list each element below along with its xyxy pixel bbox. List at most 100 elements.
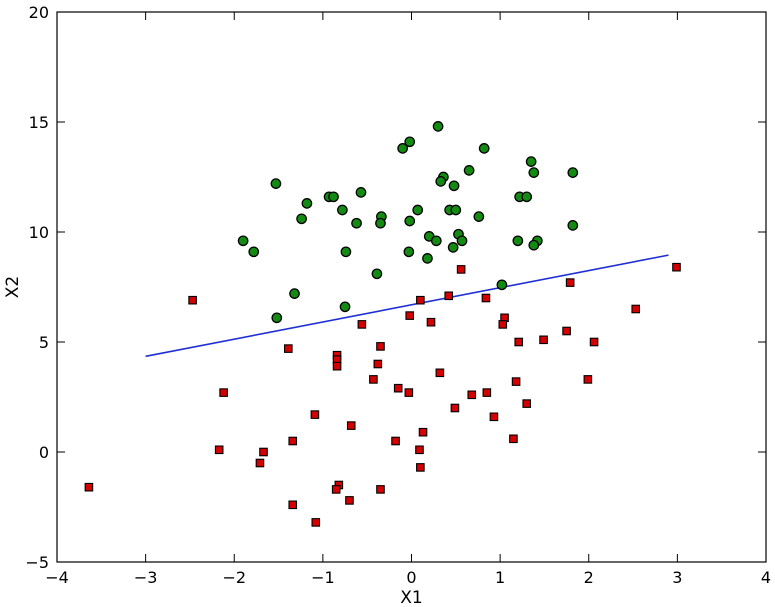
data-point-circle [270, 178, 282, 189]
data-point-circle [271, 312, 283, 324]
data-point-square [444, 291, 454, 301]
data-point-circle [496, 279, 508, 291]
y-tick-label: 20 [29, 3, 49, 22]
plot-content [84, 121, 681, 527]
data-point-square [565, 278, 575, 287]
data-point-circle [528, 239, 540, 251]
data-point-circle [448, 180, 460, 192]
data-point-square [456, 265, 466, 274]
data-point-square [288, 500, 298, 510]
data-point-circle [248, 246, 260, 258]
x-tick-label: 3 [672, 568, 682, 587]
data-point-circle [339, 301, 351, 313]
data-point-circle [567, 167, 579, 178]
data-point-square [259, 447, 268, 457]
data-point-circle [512, 235, 524, 247]
data-point-square [188, 295, 197, 305]
data-point-circle [412, 204, 424, 216]
x-tick-label: −1 [311, 568, 335, 587]
data-point-square [509, 434, 518, 444]
data-point-square [482, 388, 492, 397]
data-point-circle [521, 191, 533, 203]
data-point-circle [296, 213, 307, 225]
data-point-square [376, 342, 385, 351]
data-point-circle [355, 187, 367, 198]
y-tick-label: 5 [39, 333, 49, 352]
data-point-circle [525, 156, 537, 167]
data-point-square [346, 421, 356, 430]
y-tick-label: 0 [39, 443, 49, 462]
data-point-square [311, 518, 321, 527]
data-point-square [332, 361, 342, 371]
y-tick-label: −5 [25, 553, 49, 572]
data-point-circle [337, 204, 348, 216]
data-point-circle [340, 246, 352, 258]
x-tick-label: 1 [495, 568, 505, 587]
data-point-square [310, 410, 320, 419]
data-point-square [288, 436, 298, 446]
x-axis-label: X1 [400, 588, 422, 607]
data-point-square [416, 295, 425, 305]
data-point-square [415, 445, 424, 455]
data-point-circle [371, 268, 383, 280]
data-point-square [331, 485, 341, 494]
data-point-square [404, 388, 414, 397]
data-point-square [357, 320, 367, 329]
data-point-square [435, 368, 445, 378]
data-point-square [522, 399, 532, 408]
data-point-square [498, 320, 508, 329]
x-tick-label: −3 [134, 568, 158, 587]
data-point-circle [528, 167, 540, 178]
data-point-circle [447, 242, 459, 253]
data-point-circle [463, 165, 475, 176]
data-point-square [369, 375, 378, 384]
data-point-circle [435, 176, 447, 187]
data-point-square [583, 375, 593, 384]
data-point-square [672, 262, 681, 272]
x-tick-label: 2 [584, 568, 594, 587]
data-point-square [391, 436, 400, 446]
data-point-circle [478, 143, 490, 154]
data-point-square [84, 482, 94, 492]
data-point-circle [422, 253, 433, 264]
data-point-square [284, 344, 293, 353]
data-point-circle [328, 191, 339, 203]
data-point-square [562, 326, 571, 336]
data-point-circle [404, 215, 416, 227]
data-point-circle [289, 288, 300, 299]
data-point-square [514, 337, 524, 347]
data-point-circle [403, 246, 415, 258]
x-tick-label: 0 [406, 568, 416, 587]
data-point-square [481, 293, 491, 303]
data-point-circle [456, 235, 468, 247]
data-point-square [376, 485, 385, 494]
data-point-circle [473, 211, 485, 222]
separating-line [145, 254, 669, 358]
data-point-circle [375, 217, 386, 229]
data-point-circle [237, 235, 249, 247]
data-point-circle [432, 121, 444, 132]
x-tick-label: −4 [45, 568, 69, 587]
data-point-square [405, 311, 415, 320]
data-point-square [489, 412, 499, 422]
axis-ticks: −4 −3 −2 −1 0 1 2 3 4 −5 0 5 10 15 20 [25, 3, 771, 587]
data-point-circle [397, 143, 408, 154]
y-tick-label: 10 [29, 223, 49, 242]
data-point-square [214, 445, 224, 455]
plot-frame [56, 11, 767, 563]
data-point-square [539, 335, 548, 345]
data-point-circle [301, 198, 313, 209]
data-point-circle [430, 235, 442, 247]
data-point-square [589, 337, 599, 347]
data-point-circle [351, 217, 362, 229]
data-point-square [219, 388, 228, 397]
x-tick-label: −2 [222, 568, 246, 587]
data-point-circle [450, 204, 462, 216]
data-point-square [255, 458, 265, 468]
data-point-square [450, 403, 460, 413]
y-tick-label: 15 [29, 113, 49, 132]
data-point-circle [567, 220, 579, 231]
data-point-square [418, 427, 428, 437]
data-point-square [426, 317, 436, 327]
